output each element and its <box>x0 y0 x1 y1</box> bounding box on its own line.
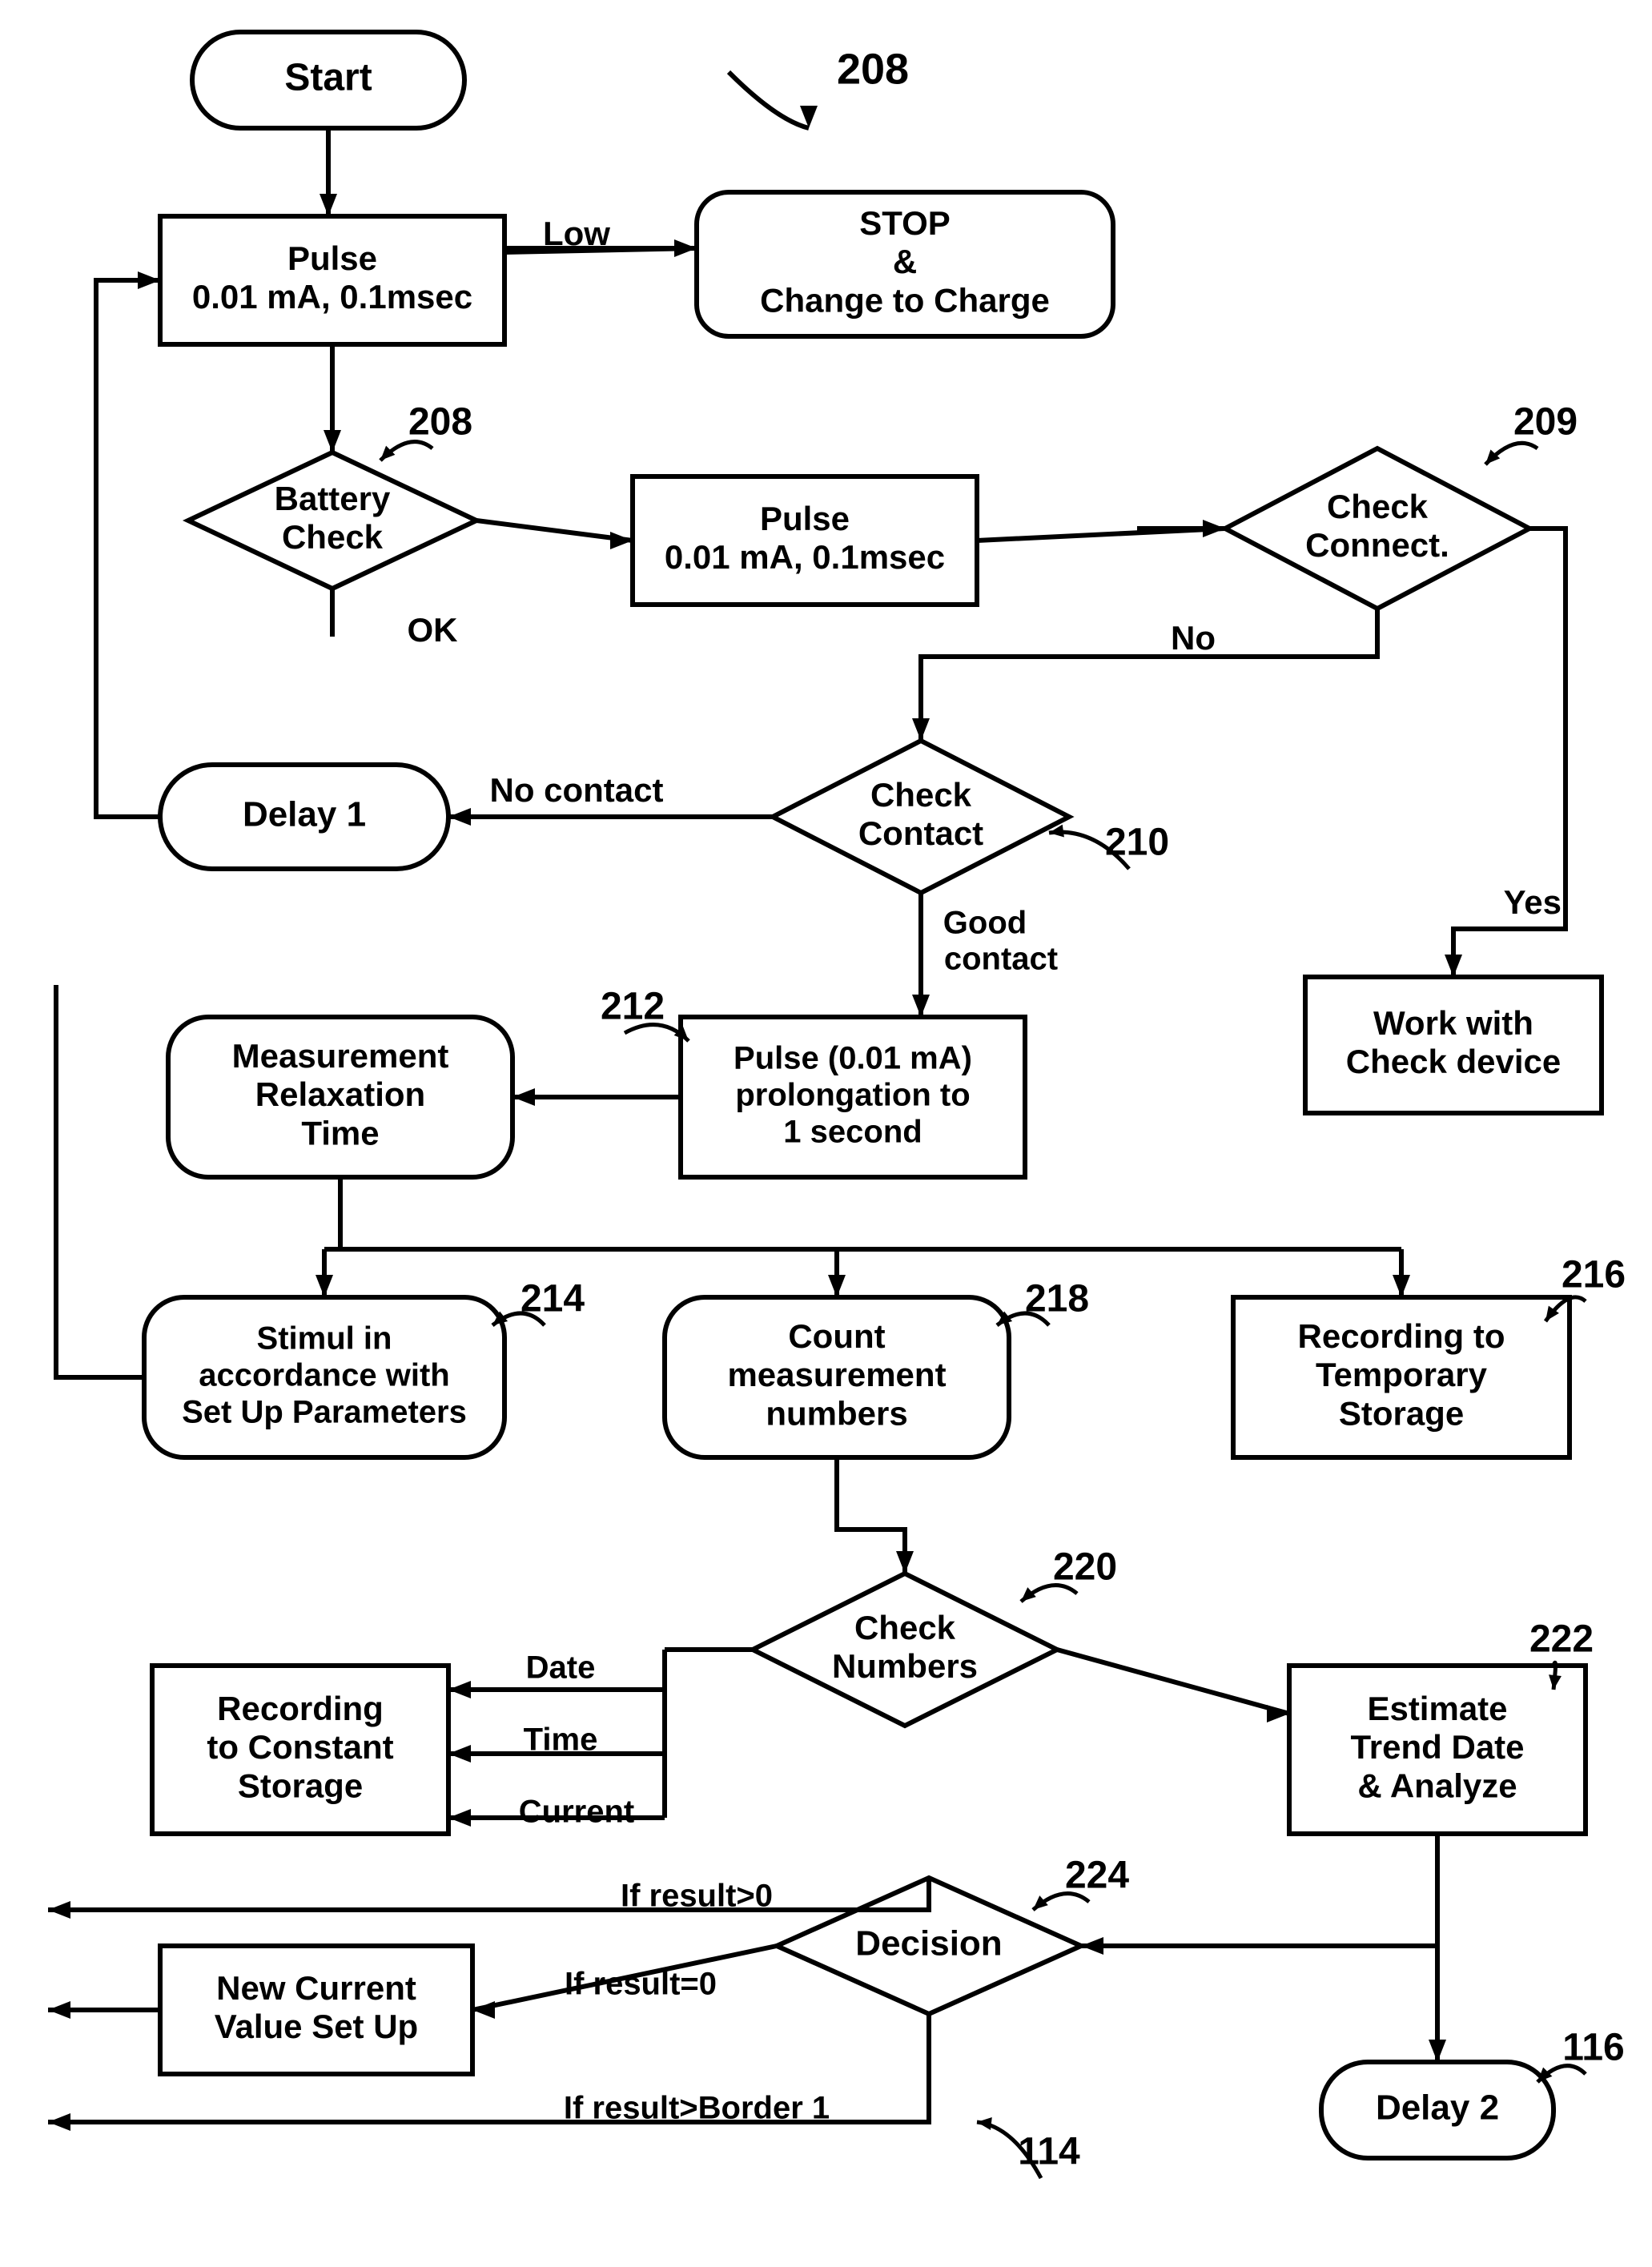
svg-text:0.01 mA, 0.1msec: 0.01 mA, 0.1msec <box>665 538 945 576</box>
svg-text:114: 114 <box>1018 2131 1080 2173</box>
flowchart-svg: StartPulse0.01 mA, 0.1msecSTOP&Change to… <box>0 0 1652 2267</box>
svg-text:Connect.: Connect. <box>1305 526 1449 564</box>
svg-text:Check: Check <box>1327 488 1429 525</box>
svg-text:Pulse: Pulse <box>287 239 377 277</box>
svg-text:Date: Date <box>526 1650 596 1686</box>
svg-text:224: 224 <box>1065 1855 1129 1897</box>
svg-text:Estimate: Estimate <box>1367 1690 1507 1727</box>
svg-text:No contact: No contact <box>489 771 663 809</box>
svg-text:Recording to: Recording to <box>1298 1317 1505 1355</box>
svg-text:Value Set Up: Value Set Up <box>215 2008 418 2045</box>
svg-text:Decision: Decision <box>855 1924 1002 1964</box>
svg-text:Check: Check <box>282 518 384 556</box>
svg-text:prolongation to: prolongation to <box>735 1078 970 1113</box>
svg-text:Storage: Storage <box>238 1767 363 1804</box>
svg-text:Yes: Yes <box>1504 883 1562 921</box>
svg-text:218: 218 <box>1025 1278 1089 1320</box>
svg-text:Pulse (0.01 mA): Pulse (0.01 mA) <box>734 1041 972 1076</box>
svg-text:Measurement: Measurement <box>232 1037 449 1075</box>
svg-text:measurement: measurement <box>727 1356 946 1393</box>
svg-text:Check: Check <box>854 1609 956 1646</box>
svg-text:1 second: 1 second <box>783 1115 922 1150</box>
svg-text:New Current: New Current <box>216 1969 416 2007</box>
svg-text:Numbers: Numbers <box>832 1647 978 1685</box>
svg-text:Work with: Work with <box>1373 1004 1533 1042</box>
svg-text:Change to Charge: Change to Charge <box>760 281 1050 319</box>
svg-text:to Constant: to Constant <box>207 1728 393 1766</box>
svg-text:Check device: Check device <box>1346 1043 1562 1080</box>
svg-text:Current: Current <box>519 1795 634 1830</box>
svg-text:Trend Date: Trend Date <box>1350 1728 1524 1766</box>
svg-text:STOP: STOP <box>859 204 951 242</box>
svg-text:Temporary: Temporary <box>1316 1356 1488 1393</box>
svg-text:Set Up Parameters: Set Up Parameters <box>182 1395 467 1430</box>
svg-text:209: 209 <box>1513 401 1578 444</box>
svg-text:216: 216 <box>1562 1254 1626 1296</box>
svg-text:Recording: Recording <box>217 1690 384 1727</box>
svg-text:0.01 mA, 0.1msec: 0.01 mA, 0.1msec <box>192 278 472 316</box>
svg-text:214: 214 <box>521 1278 585 1320</box>
svg-text:Storage: Storage <box>1339 1394 1464 1432</box>
svg-text:Count: Count <box>788 1317 885 1355</box>
svg-text:contact: contact <box>944 942 1058 977</box>
svg-text:222: 222 <box>1529 1618 1594 1661</box>
svg-text:Good: Good <box>943 906 1027 941</box>
svg-text:Pulse: Pulse <box>760 500 850 537</box>
svg-text:numbers: numbers <box>766 1394 907 1432</box>
svg-text:&: & <box>893 243 917 280</box>
svg-text:& Analyze: & Analyze <box>1357 1767 1517 1804</box>
svg-text:No: No <box>1171 619 1216 657</box>
svg-text:208: 208 <box>837 45 909 93</box>
svg-text:Delay 1: Delay 1 <box>243 795 366 834</box>
svg-text:210: 210 <box>1105 822 1169 864</box>
svg-text:OK: OK <box>408 611 458 649</box>
svg-text:Delay 2: Delay 2 <box>1376 2088 1499 2128</box>
svg-text:Contact: Contact <box>858 814 983 852</box>
svg-text:Relaxation: Relaxation <box>255 1075 425 1113</box>
svg-text:212: 212 <box>601 986 665 1028</box>
svg-text:116: 116 <box>1562 2027 1624 2069</box>
svg-text:Battery: Battery <box>275 480 391 517</box>
svg-text:Check: Check <box>870 776 972 814</box>
svg-text:Start: Start <box>284 57 372 99</box>
svg-text:208: 208 <box>408 401 472 444</box>
svg-text:Stimul in: Stimul in <box>257 1321 392 1357</box>
svg-text:Time: Time <box>301 1114 379 1152</box>
svg-text:accordance with: accordance with <box>199 1358 449 1393</box>
svg-text:220: 220 <box>1053 1546 1117 1589</box>
